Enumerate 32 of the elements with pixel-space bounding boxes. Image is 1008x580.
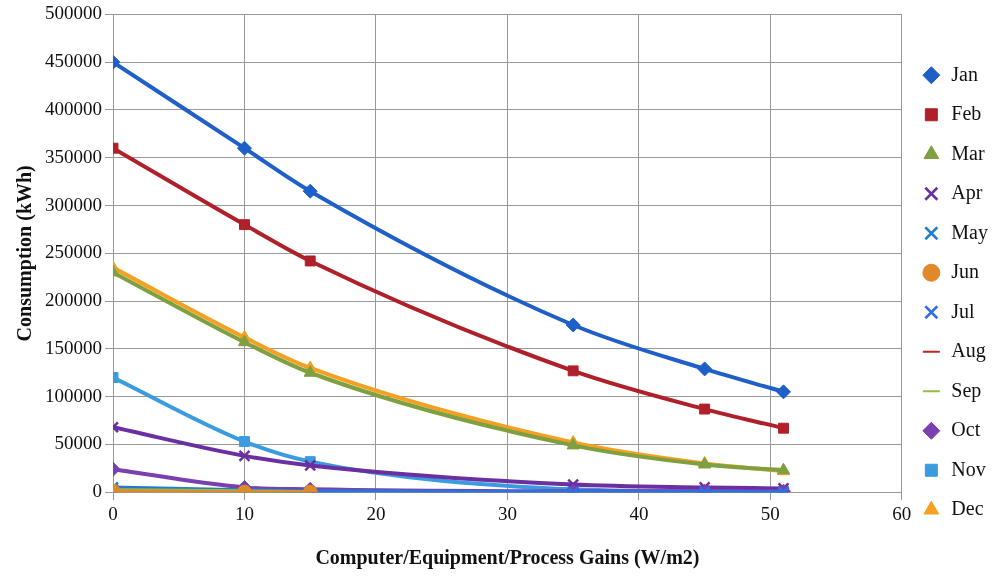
legend-label: Feb <box>951 102 982 124</box>
y-tick-label: 200000 <box>45 289 102 311</box>
x-tick-label: 10 <box>234 502 254 524</box>
legend-label: Apr <box>951 181 983 204</box>
x-axis-title: Computer/Equipment/Process Gains (W/m2) <box>315 546 700 570</box>
x-tick-label: 40 <box>629 502 649 524</box>
x-tick-label: 30 <box>497 502 517 524</box>
y-tick-label: 100000 <box>45 384 102 406</box>
legend-label: Sep <box>951 378 982 402</box>
x-tick-label: 50 <box>760 502 780 524</box>
y-tick-label: 300000 <box>45 193 102 215</box>
x-tick-label: 0 <box>108 502 118 524</box>
y-tick-label: 500000 <box>45 2 102 24</box>
legend-label: Mar <box>951 141 985 164</box>
y-tick-label: 400000 <box>45 97 102 119</box>
legend-label: Nov <box>951 457 986 480</box>
legend-label: Oct <box>951 418 981 440</box>
legend-label: Jan <box>951 62 979 85</box>
y-axis-title: Consumption (kWh) <box>13 165 37 342</box>
legend-label: Dec <box>951 497 984 519</box>
legend-label: Aug <box>951 339 986 362</box>
x-tick-label: 60 <box>892 502 912 524</box>
legend-label: Jun <box>951 260 980 282</box>
x-tick-label: 20 <box>366 502 386 524</box>
y-tick-label: 0 <box>92 480 102 502</box>
y-tick-label: 250000 <box>45 241 102 263</box>
y-tick-label: 150000 <box>45 336 102 358</box>
legend-label: Jul <box>951 299 976 322</box>
y-tick-label: 350000 <box>45 145 102 167</box>
legend-label: May <box>951 220 989 244</box>
y-tick-label: 50000 <box>54 432 102 454</box>
y-tick-label: 450000 <box>45 50 102 72</box>
